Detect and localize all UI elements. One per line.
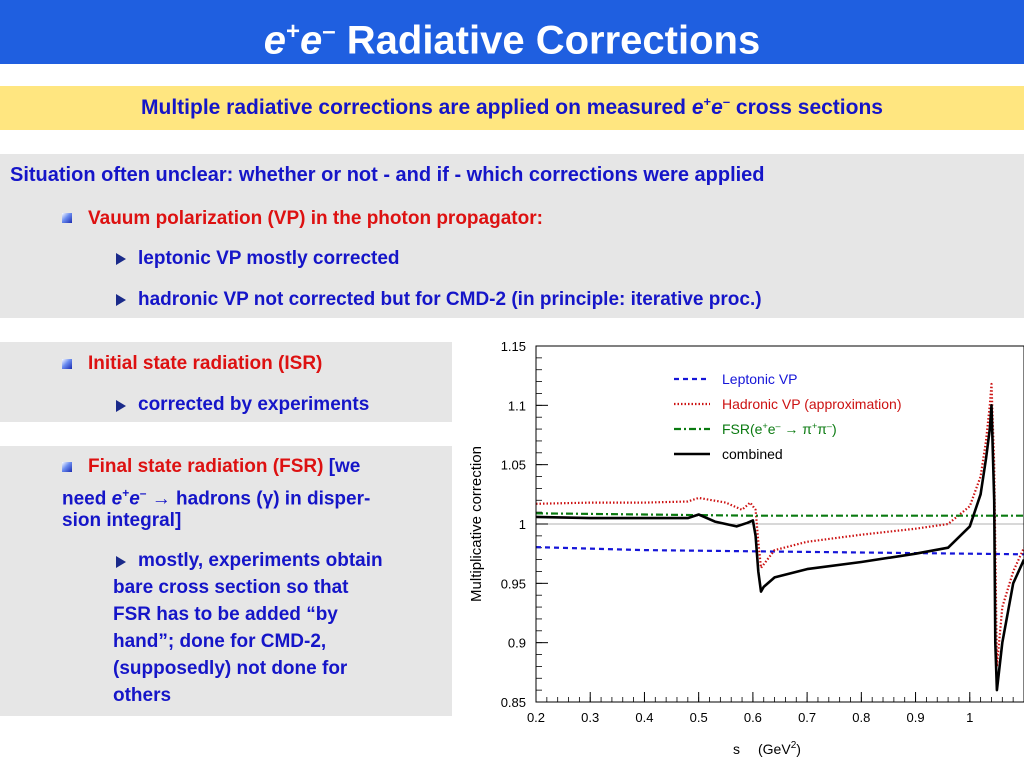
banner-sup1: +	[703, 94, 712, 109]
y-axis-label: Multiplicative correction	[468, 446, 485, 602]
x-label-unit: (GeV	[758, 741, 791, 757]
x-label-sup: 2	[791, 740, 797, 751]
fsr-bullet-line2: need e+e– → hadrons (γ) in disper-	[62, 480, 370, 512]
x-tick-label: 0.8	[852, 710, 870, 725]
x-tick-label: 0.9	[907, 710, 925, 725]
title-e2: e	[300, 18, 323, 63]
title-rest: Radiative Corrections	[335, 18, 761, 63]
fsr-gamma: γ	[262, 488, 274, 510]
bullet-square-icon	[62, 213, 72, 223]
title-e1: e	[263, 18, 287, 63]
x-tick-label: 0.3	[581, 710, 599, 725]
x-label-close: )	[796, 741, 801, 757]
fsr-arrow: →	[151, 488, 171, 510]
fsr-bullet-line3: sion integral]	[62, 510, 182, 531]
title-sup2: –	[322, 18, 336, 45]
isr-bullet: Initial state radiation (ISR)	[88, 353, 323, 374]
y-tick-label: 1.05	[501, 458, 526, 473]
x-tick-label: 0.4	[635, 710, 653, 725]
y-tick-label: 0.95	[501, 576, 526, 591]
page-title: e+e– Radiative Corrections	[0, 4, 1024, 68]
bullet-arrow-icon	[116, 556, 126, 568]
fsr-bullet-line1: Final state radiation (FSR) [we	[88, 453, 360, 480]
vp-bullet: Vauum polarization (VP) in the photon pr…	[88, 208, 543, 229]
banner-pre: Multiple radiative corrections are appli…	[141, 96, 692, 119]
title-sup1: +	[286, 18, 301, 45]
legend-label-2: Hadronic VP (approximation)	[722, 396, 902, 412]
banner	[0, 86, 1024, 130]
y-tick-label: 1.15	[501, 339, 526, 354]
chart-legend: Leptonic VP Hadronic VP (approximation) FS…	[674, 371, 902, 462]
y-tick-label: 0.85	[501, 695, 526, 710]
fsr-disper: ) in disper-	[273, 488, 371, 510]
fsr-panel	[0, 446, 452, 716]
fsr-e2: e	[129, 488, 140, 510]
series-line-3	[535, 512, 1024, 517]
fsr-item-line1: mostly, experiments obtain	[138, 550, 383, 571]
fsr-sup2: –	[139, 486, 147, 500]
plot-frame	[535, 345, 1024, 703]
isr-panel	[0, 342, 452, 422]
x-tick-label: 0.5	[690, 710, 708, 725]
bullet-square-icon	[62, 462, 72, 472]
situation-heading: Situation often unclear: whether or not …	[10, 164, 765, 186]
fsr-need: need	[62, 488, 112, 510]
fsr-sup1: +	[122, 486, 130, 500]
fsr-e1: e	[111, 488, 123, 510]
banner-sup2: –	[722, 94, 731, 109]
fsr-item-line5: (supposedly) not done for	[113, 658, 348, 679]
fsr-item-line4: hand”; done for CMD-2,	[113, 631, 327, 652]
fsr-hadrons: hadrons (	[170, 488, 263, 510]
hadronic-vp-item: hadronic VP not corrected but for CMD-2 …	[138, 289, 762, 310]
x-tick-label: 0.2	[527, 710, 545, 725]
bullet-square-icon	[62, 359, 72, 369]
series-line-4	[535, 404, 1024, 692]
x-tick-label: 0.7	[798, 710, 816, 725]
y-tick-label: 0.9	[508, 636, 526, 651]
isr-item: corrected by experiments	[138, 394, 370, 415]
y-tick-label: 1.1	[508, 398, 526, 413]
chart-ticks: 0.2 0.3 0.4 0.5 0.6 0.7 0.8 0.9 1 0.85 0.9 0.95 1 1.0…	[501, 339, 1024, 725]
x-axis-label: s (GeV2)	[733, 740, 801, 757]
series-line-1	[535, 546, 1024, 556]
banner-e1: e	[691, 96, 704, 119]
correction-chart: 0.2 0.3 0.4 0.5 0.6 0.7 0.8 0.9 1 0.85 0.9 0.95 1 1.0…	[468, 339, 1024, 757]
vp-panel	[0, 154, 1024, 318]
legend-label-1: Leptonic VP	[722, 371, 798, 387]
title-bar	[0, 0, 1024, 64]
fsr-bullet-blue: [we	[323, 456, 361, 477]
legend-label-3: FSR(e+e– → π+π–)	[722, 421, 837, 437]
fsr-item-line3: FSR has to be added “by	[113, 604, 338, 625]
banner-post: cross sections	[730, 96, 883, 119]
banner-text: Multiple radiative corrections are appli…	[0, 94, 1024, 120]
bullet-arrow-icon	[116, 294, 126, 306]
fsr-item-line6: others	[113, 685, 172, 706]
x-tick-label: 0.6	[744, 710, 762, 725]
chart-series	[535, 382, 1024, 692]
bullet-arrow-icon	[116, 253, 126, 265]
x-tick-label: 1	[966, 710, 973, 725]
banner-e2: e	[711, 96, 723, 119]
fsr-bullet-red: Final state radiation (FSR)	[88, 456, 324, 477]
legend-label-4: combined	[722, 446, 783, 462]
y-tick-label: 1	[519, 517, 526, 532]
x-label-s: s	[733, 741, 740, 757]
fsr-item-line2: bare cross section so that	[113, 577, 349, 598]
leptonic-vp-item: leptonic VP mostly corrected	[138, 248, 400, 269]
bullet-arrow-icon	[116, 400, 126, 412]
